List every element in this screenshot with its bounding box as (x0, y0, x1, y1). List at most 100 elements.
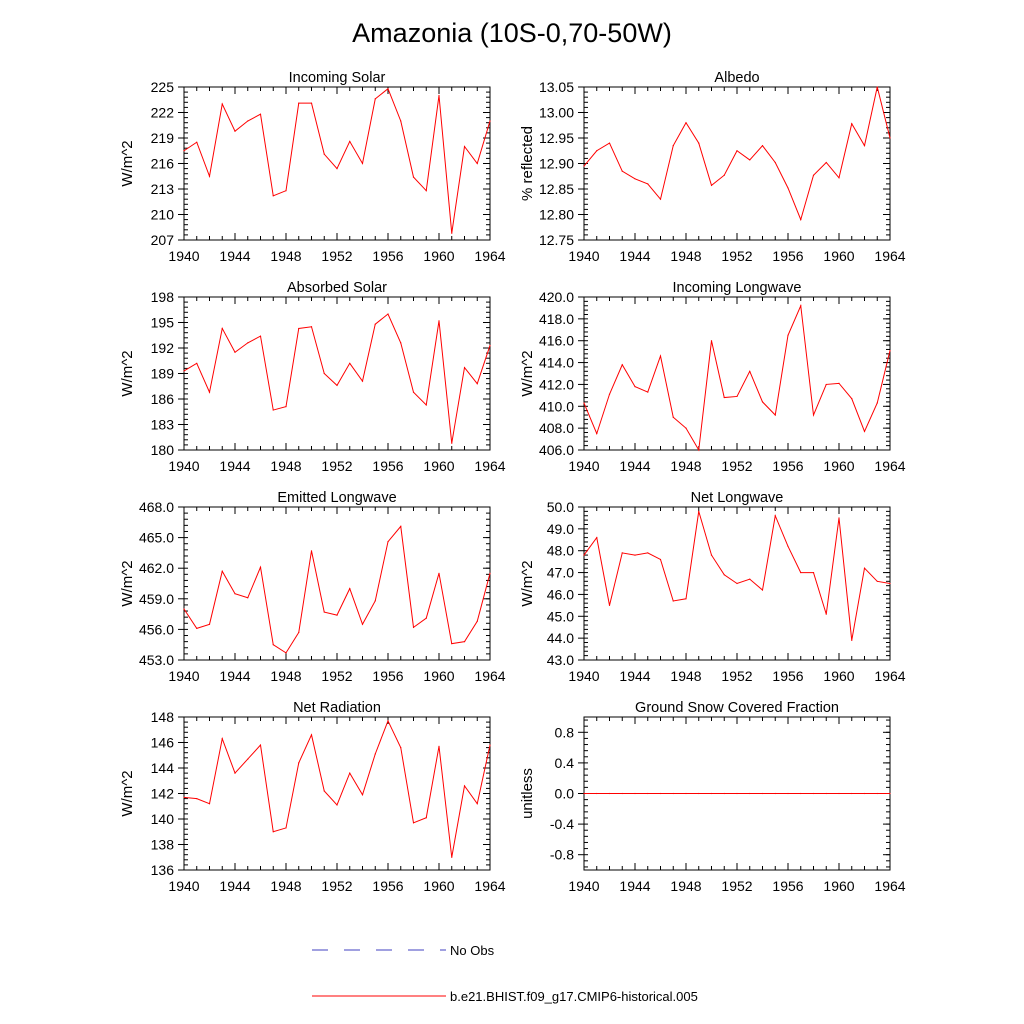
data-point (234, 593, 236, 595)
x-tick-label: 1944 (219, 458, 250, 474)
y-tick-label: 465.0 (139, 530, 174, 546)
data-point (634, 386, 636, 388)
y-tick-label: 195 (151, 315, 175, 331)
data-point (463, 785, 466, 787)
data-point (621, 170, 623, 172)
data-point (621, 792, 623, 795)
data-point (749, 578, 751, 580)
data-point (298, 102, 300, 104)
x-tick-label: 1956 (772, 458, 803, 474)
y-tick-label: 192 (151, 340, 175, 356)
y-axis-label: unitless (519, 768, 536, 819)
y-tick-label: 140 (151, 811, 175, 827)
panel-ground-snow-covered-fraction: Ground Snow Covered Fraction unitless 1940… (519, 700, 906, 894)
x-tick-label: 1952 (321, 878, 352, 894)
plot-frame (583, 296, 891, 451)
y-tick-label: 0.0 (555, 786, 575, 802)
y-tick-label: 0.4 (555, 755, 575, 771)
data-point (749, 370, 751, 372)
y-tick-label: 12.90 (539, 156, 574, 172)
data-point (736, 395, 738, 398)
x-tick-label: 1944 (219, 248, 250, 264)
data-point (438, 94, 440, 97)
y-tick-label: 412.0 (539, 376, 574, 392)
data-point (863, 430, 866, 433)
data-point (310, 326, 313, 328)
data-point (583, 554, 585, 556)
y-tick-label: 420.0 (539, 289, 574, 305)
data-point (247, 597, 249, 599)
data-point (710, 184, 713, 187)
x-tick-label: 1940 (568, 878, 599, 894)
panel-net-radiation: Net Radiation W/m^2 1940 1944 1948 1952 1956 19… (119, 700, 506, 894)
data-point (476, 803, 478, 805)
panel-title: Incoming Solar (289, 70, 386, 86)
y-tick-label: 45.0 (547, 608, 574, 624)
x-tick-label: 1964 (874, 878, 905, 894)
data-point (387, 313, 389, 315)
x-tick-label: 1940 (168, 668, 199, 684)
data-point (272, 644, 274, 646)
x-tick-label: 1956 (772, 668, 803, 684)
x-tick-label: 1960 (423, 878, 454, 894)
data-point (336, 168, 338, 170)
data-point (374, 753, 376, 755)
data-point (438, 745, 440, 747)
x-tick-label: 1960 (423, 458, 454, 474)
panel-net-longwave: Net Longwave W/m^2 1940 1944 1948 1952 1956 196… (519, 490, 906, 684)
panel-incoming-longwave: Incoming Longwave W/m^2 1940 1944 1948 1952 19… (519, 280, 906, 474)
data-point (463, 641, 466, 643)
y-tick-label: 144 (151, 760, 175, 776)
data-point (400, 120, 402, 122)
panel-title: Absorbed Solar (287, 280, 387, 296)
y-tick-label: 47.0 (547, 565, 574, 581)
data-point (647, 552, 649, 554)
y-tick-label: 148 (151, 709, 175, 725)
data-point (272, 831, 274, 833)
y-tick-label: 219 (151, 130, 175, 146)
data-point (349, 140, 351, 142)
x-tick-label: 1964 (874, 668, 905, 684)
panel-albedo: Albedo % reflected 1940 1944 1948 1952 1956 196… (519, 70, 906, 264)
data-point (476, 383, 478, 385)
x-tick-label: 1960 (823, 668, 854, 684)
y-tick-label: 410.0 (539, 398, 574, 414)
data-point (787, 187, 789, 189)
data-point (608, 792, 611, 795)
y-tick-label: 13.00 (539, 105, 574, 121)
data-point (463, 366, 466, 369)
x-tick-label: 1960 (423, 248, 454, 264)
data-point (425, 190, 427, 192)
data-point (889, 582, 891, 585)
y-tick-label: 198 (151, 289, 175, 305)
data-point (489, 744, 491, 746)
data-point (774, 515, 776, 517)
y-tick-label: 13.05 (539, 79, 574, 95)
data-point (298, 631, 300, 634)
data-point (812, 414, 815, 416)
x-tick-label: 1948 (670, 458, 701, 474)
x-tick-label: 1952 (721, 458, 752, 474)
series-line (583, 303, 891, 452)
data-point (876, 86, 878, 88)
data-point (825, 161, 827, 164)
y-axis-label: W/m^2 (119, 350, 136, 396)
data-point (583, 165, 585, 167)
data-point (634, 792, 636, 795)
data-point (838, 382, 840, 384)
y-axis-label: W/m^2 (519, 350, 536, 396)
data-point (361, 162, 364, 165)
data-point (672, 145, 674, 147)
data-point (596, 537, 598, 539)
y-tick-label: 142 (151, 786, 175, 802)
x-tick-label: 1948 (670, 248, 701, 264)
legend-model-label: b.e21.BHIST.f09_g17.CMIP6-historical.005 (450, 989, 698, 1004)
data-point (476, 162, 478, 165)
data-point (774, 161, 776, 164)
data-point (736, 582, 738, 585)
data-point (208, 623, 211, 625)
data-point (889, 349, 891, 352)
panel-incoming-solar: Incoming Solar W/m^2 1940 1944 1948 1952 1956 1… (119, 70, 506, 264)
y-axis-label: W/m^2 (119, 770, 136, 816)
data-point (400, 342, 402, 344)
